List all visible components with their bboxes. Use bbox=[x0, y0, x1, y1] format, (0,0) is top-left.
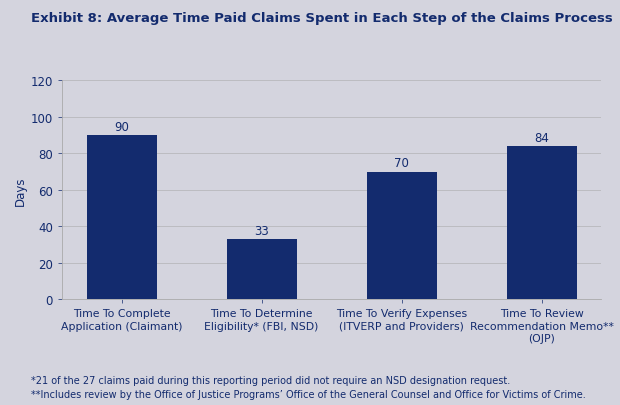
Text: *21 of the 27 claims paid during this reporting period did not require an NSD de: *21 of the 27 claims paid during this re… bbox=[31, 375, 510, 385]
Bar bbox=[507, 147, 577, 300]
Bar bbox=[227, 239, 297, 300]
Text: Exhibit 8: Average Time Paid Claims Spent in Each Step of the Claims Process: Exhibit 8: Average Time Paid Claims Spen… bbox=[31, 12, 613, 25]
Text: 70: 70 bbox=[394, 157, 409, 170]
Text: 84: 84 bbox=[534, 132, 549, 145]
Text: 33: 33 bbox=[254, 224, 269, 237]
Y-axis label: Days: Days bbox=[14, 176, 27, 205]
Bar bbox=[366, 172, 436, 300]
Bar bbox=[87, 136, 157, 300]
Text: **Includes review by the Office of Justice Programs’ Office of the General Couns: **Includes review by the Office of Justi… bbox=[31, 389, 586, 399]
Text: 90: 90 bbox=[114, 121, 129, 134]
